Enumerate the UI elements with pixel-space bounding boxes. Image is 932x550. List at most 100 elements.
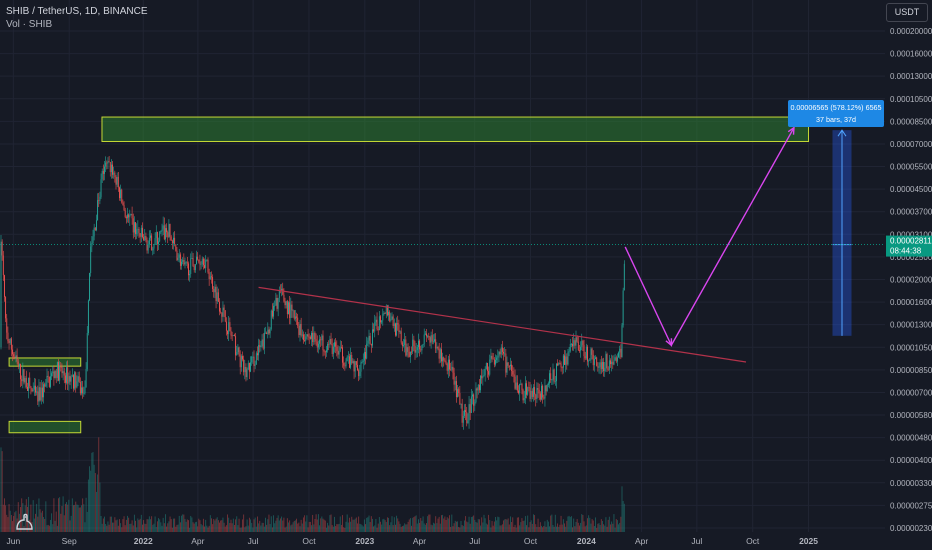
candle-body [522, 390, 524, 401]
volume-bar [362, 526, 364, 532]
candle-body [21, 379, 23, 382]
price-scale[interactable]: 0.00020000 0.00016000 0.00013000 0.00010500… [885, 0, 932, 550]
candle-body [281, 288, 283, 292]
volume-bar [114, 517, 116, 532]
candle-body [489, 359, 491, 375]
candle-body [0, 241, 2, 348]
volume-bar [495, 516, 496, 532]
volume-bar [477, 519, 479, 532]
candle-body [322, 335, 324, 351]
volume-bar [366, 517, 368, 532]
candle-body [477, 384, 479, 391]
candle-body [424, 333, 426, 335]
candle-body [53, 371, 55, 378]
candle-body [413, 339, 415, 346]
volume-bar [483, 514, 485, 532]
candle-body [380, 316, 381, 323]
candle-body [285, 301, 287, 306]
current-price-value: 0.00002811 [890, 237, 932, 246]
volume-bar [329, 515, 331, 532]
volume-bar [286, 518, 288, 532]
volume-bar [457, 521, 458, 532]
volume-bar [453, 523, 455, 532]
candle-body [274, 305, 276, 307]
volume-bar [293, 520, 295, 532]
candle-body [607, 368, 609, 370]
candle-body [442, 357, 444, 362]
volume-bar [186, 519, 188, 532]
volume-bar [28, 496, 30, 532]
projection-path [624, 127, 795, 347]
volume-indicator-label[interactable]: Vol · SHIB [6, 19, 53, 30]
candle-body [376, 319, 378, 330]
time-scale[interactable]: Jun Sep 2022 Apr Jul Oct 2023 Apr Jul Oct 2024 Apr J… [0, 532, 932, 550]
volume-bar [132, 525, 134, 532]
candle-body [173, 237, 174, 244]
volume-bar [564, 523, 565, 532]
volume-bar [183, 514, 185, 532]
candle-body [405, 339, 407, 356]
currency-button[interactable]: USDT [886, 3, 928, 22]
candle-body [499, 351, 501, 355]
volume-bar [530, 520, 532, 532]
candle-body [68, 376, 70, 384]
volume-bar [552, 525, 554, 532]
volume-bar [620, 516, 622, 532]
volume-bar [104, 516, 105, 532]
candle-body [328, 343, 330, 345]
volume-bar [33, 518, 35, 532]
volume-bar [70, 515, 72, 532]
candle-body [194, 264, 196, 271]
volume-bar [330, 514, 332, 532]
candle-body [219, 301, 220, 312]
volume-bar [135, 520, 136, 532]
volume-bar [346, 514, 348, 532]
volume-bar [106, 525, 108, 532]
candle-body [128, 214, 130, 218]
volume-bar [235, 519, 237, 532]
volume-bar [63, 515, 65, 532]
volume-bar [71, 498, 73, 532]
candle-body [604, 367, 606, 372]
tradingview-logo-icon[interactable] [14, 512, 36, 532]
volume-bar [561, 524, 563, 532]
volume-bar [415, 515, 417, 532]
candle-body [146, 240, 148, 251]
volume-bar [459, 527, 461, 532]
volume-bar [17, 502, 19, 532]
volume-bar [334, 516, 335, 532]
candle-body [158, 241, 159, 244]
volume-bar [550, 515, 552, 532]
candle-body [416, 347, 418, 351]
volume-bar [155, 526, 157, 532]
candle-body [45, 382, 47, 387]
price-tick-label: 0.00003700 [890, 208, 932, 217]
candle-body [87, 300, 89, 334]
time-scale-bg [0, 532, 932, 550]
candle-body [366, 343, 368, 359]
candle-body [108, 161, 110, 163]
volume-bar [467, 522, 469, 532]
symbol-title[interactable]: SHIB / TetherUS, 1D, BINANCE [6, 6, 148, 17]
volume-bar [276, 517, 278, 532]
candle-body [583, 344, 585, 357]
volume-bar [497, 516, 499, 532]
volume-bar [590, 523, 592, 532]
candle-body [99, 196, 101, 201]
candle-body [221, 312, 223, 317]
volume-bar [450, 526, 452, 532]
volume-bar [545, 526, 547, 532]
price-range-arrow [837, 129, 847, 137]
candle-body [600, 362, 602, 369]
candle-body [304, 340, 306, 341]
price-tick-label: 0.00007000 [890, 140, 932, 149]
volume-bar [146, 519, 148, 532]
candle-body [383, 313, 385, 314]
candle-body [44, 384, 46, 387]
candle-body [568, 351, 570, 353]
candle-body [592, 354, 594, 366]
volume-bar [185, 521, 187, 532]
candle-body [161, 229, 163, 232]
volume-bar [105, 524, 107, 532]
